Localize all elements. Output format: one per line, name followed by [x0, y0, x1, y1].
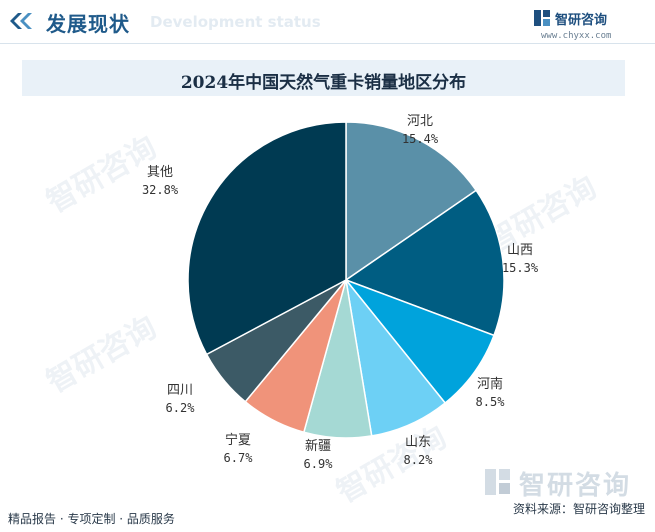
slice-percentage: 6.7% — [224, 451, 254, 465]
slice-label: 河北 — [407, 113, 433, 128]
footer-logo-icon — [485, 469, 510, 495]
slice-percentage: 8.5% — [476, 395, 506, 409]
footer-tagline: 精品报告 · 专项定制 · 品质服务 — [8, 512, 175, 526]
pie-slice-8 — [187, 121, 347, 356]
slice-percentage: 8.2% — [404, 453, 434, 467]
brand-url: www.chyxx.com — [541, 31, 612, 41]
slice-percentage: 15.4% — [402, 132, 439, 146]
double-chevron-icon — [10, 13, 32, 29]
chart-title-bar: 2024年中国天然气重卡销量地区分布 — [22, 60, 625, 96]
footer-logo-text: 智研咨询 — [519, 471, 632, 501]
slice-label: 四川 — [167, 382, 193, 397]
brand-name: 智研咨询 — [555, 13, 608, 28]
footer-source: 资料来源：智研咨询整理 — [512, 502, 645, 516]
brand-logo-icon — [534, 10, 550, 26]
pie-slice-1 — [345, 121, 478, 282]
header-subtitle: Development status — [150, 13, 321, 31]
slice-label: 宁夏 — [225, 432, 251, 447]
pie-slice-3 — [343, 278, 495, 405]
pie-slice-2 — [344, 189, 505, 337]
header-divider — [0, 43, 655, 44]
slice-percentage: 6.2% — [166, 401, 196, 415]
footer-logo: 智研咨询 — [483, 465, 633, 501]
brand: 智研咨询 www.chyxx.com — [533, 9, 633, 41]
slice-percentage: 15.3% — [502, 261, 539, 275]
page-header: 发展现状 Development status 智研咨询 www.chyxx.c… — [0, 0, 655, 44]
slice-label: 其他 — [147, 164, 173, 179]
chart-title: 2024年中国天然气重卡销量地区分布 — [180, 73, 467, 93]
header-title: 发展现状 — [46, 12, 130, 36]
page-footer: 精品报告 · 专项定制 · 品质服务 资料来源：智研咨询整理 — [0, 500, 655, 532]
slice-label: 河南 — [477, 376, 503, 391]
slice-percentage: 32.8% — [142, 183, 179, 197]
slice-label: 山西 — [507, 242, 533, 257]
slice-percentage: 6.9% — [304, 457, 334, 471]
slice-label: 新疆 — [305, 438, 331, 453]
slice-label: 山东 — [405, 434, 431, 449]
